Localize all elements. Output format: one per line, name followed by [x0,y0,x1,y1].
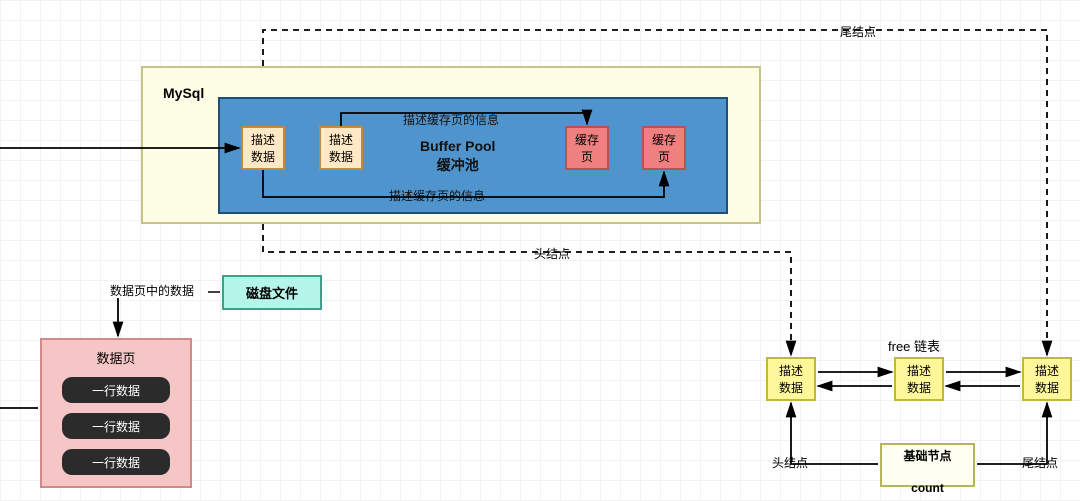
desc-node-1-label: 描述 数据 [329,131,353,165]
buffer-pool-title-2: 缓冲池 [437,157,479,173]
cache-page-1: 缓存 页 [642,126,686,170]
desc-node-1: 描述 数据 [319,126,363,170]
disk-file: 磁盘文件 [222,275,322,310]
desc-node-0-label: 描述 数据 [251,131,275,165]
pool-edge-top-label: 描述缓存页的信息 [403,111,499,128]
data-row-0: 一行数据 [62,377,170,403]
free-node-0: 描述 数据 [766,357,816,401]
cache-page-0-label: 缓存 页 [575,131,599,165]
buffer-pool-title-1: Buffer Pool [420,138,495,154]
data-page-inline-label: 数据页中的数据 [110,282,194,299]
mysql-title: MySql [163,85,204,101]
desc-node-0: 描述 数据 [241,126,285,170]
free-head-label: 头结点 [772,454,808,471]
disk-file-label: 磁盘文件 [246,283,298,302]
data-row-2: 一行数据 [62,449,170,475]
free-tail-label: 尾结点 [1022,454,1058,471]
dash-tail-label: 尾结点 [840,23,876,40]
data-page: 数据页 一行数据 一行数据 一行数据 [40,338,192,488]
cache-page-0: 缓存 页 [565,126,609,170]
base-node: 基础节点 count [880,443,975,487]
buffer-pool-title: Buffer Pool 缓冲池 [420,137,495,175]
free-node-1: 描述 数据 [894,357,944,401]
cache-page-1-label: 缓存 页 [652,131,676,165]
free-list-title: free 链表 [888,336,940,355]
pool-edge-bottom-label: 描述缓存页的信息 [389,187,485,204]
data-row-1: 一行数据 [62,413,170,439]
data-page-title: 数据页 [96,348,135,367]
dash-head-label: 头结点 [534,245,570,262]
free-node-2: 描述 数据 [1022,357,1072,401]
